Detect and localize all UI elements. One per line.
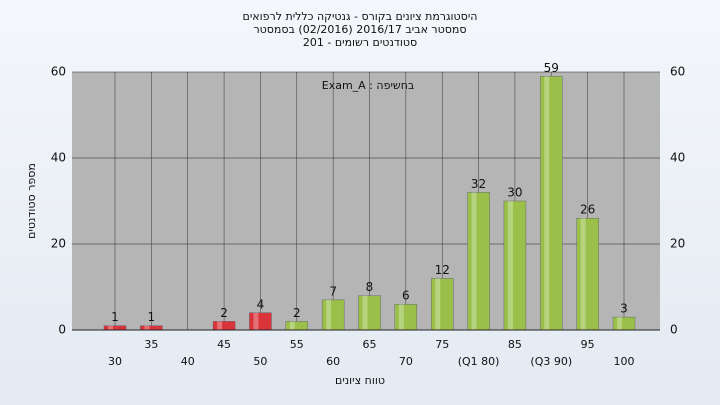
x-tick-label: 30 [108, 355, 122, 368]
bar [431, 278, 454, 331]
value-label: 8 [366, 280, 374, 294]
bar [576, 217, 599, 331]
value-label: 1 [148, 310, 156, 324]
bar [285, 321, 308, 331]
bar [140, 325, 163, 331]
bar [394, 304, 418, 331]
y2-tick-label: 60 [670, 65, 685, 79]
bar-shine [253, 312, 259, 330]
bar-shine [289, 321, 295, 330]
value-label: 3 [620, 302, 628, 316]
title-line: היסטוגרמת ציונים בקורס - גנטיקה כללית לר… [243, 10, 478, 23]
legend-text: Exam_A : בחשיפה [322, 79, 415, 92]
value-label: 4 [257, 297, 265, 311]
bar-shine [471, 192, 477, 330]
bar-shine [144, 325, 150, 330]
x-tick-label: 40 [181, 355, 195, 368]
value-label: 7 [329, 284, 337, 298]
x-tick-label: 95 [581, 338, 595, 351]
value-label: 12 [435, 263, 450, 277]
x-tick-label: 85 [508, 338, 522, 351]
value-label: 2 [220, 306, 228, 320]
value-label: 26 [580, 203, 595, 217]
y-tick-label: 0 [58, 323, 66, 337]
bar [321, 299, 345, 331]
x-tick-label: 100 [614, 355, 635, 368]
bar [467, 192, 490, 331]
x-tick-label: (Q1 80) [458, 355, 500, 368]
bar-shine [398, 304, 404, 330]
value-label: 32 [471, 177, 486, 191]
x-tick-label: 50 [253, 355, 267, 368]
x-tick-label: 35 [144, 338, 158, 351]
bar-shine [507, 201, 513, 330]
bar [503, 200, 527, 331]
bar-shine [326, 299, 332, 330]
bar [358, 295, 381, 331]
bar-shine [362, 295, 368, 330]
y-tick-label: 20 [51, 237, 66, 251]
x-tick-label: 60 [326, 355, 340, 368]
bar-shine [435, 278, 441, 330]
bar-shine [108, 325, 113, 330]
bar [249, 312, 272, 331]
x-tick-label: (Q3 90) [530, 355, 572, 368]
y2-tick-label: 0 [670, 323, 678, 337]
bar-shine [544, 76, 550, 330]
x-tick-label: 45 [217, 338, 231, 351]
y-tick-label: 40 [51, 151, 66, 165]
y-tick-label: 60 [51, 65, 66, 79]
bar [540, 76, 563, 331]
x-axis-label: טווח ציונים [335, 374, 385, 387]
y2-tick-label: 20 [670, 237, 685, 251]
value-label: 1 [111, 310, 119, 324]
bar [212, 321, 236, 331]
bar-shine [617, 317, 622, 330]
value-label: 59 [544, 61, 559, 75]
y-axis-label: מספר סטודנטים [25, 163, 38, 239]
bar [103, 325, 127, 331]
bar-shine [217, 321, 223, 330]
x-tick-label: 75 [435, 338, 449, 351]
bar [612, 316, 636, 331]
bar-shine [580, 218, 586, 330]
y2-tick-label: 40 [670, 151, 685, 165]
x-tick-label: 70 [399, 355, 413, 368]
value-label: 2 [293, 306, 301, 320]
title-line: סטודנטים רשומים - 201 [303, 36, 417, 49]
x-tick-label: 65 [363, 338, 377, 351]
value-label: 30 [507, 186, 522, 200]
x-tick-label: 55 [290, 338, 304, 351]
value-label: 6 [402, 289, 410, 303]
title-line: סמסטר אביב 2016/17 (02/2016) בסמסטר [253, 23, 466, 36]
